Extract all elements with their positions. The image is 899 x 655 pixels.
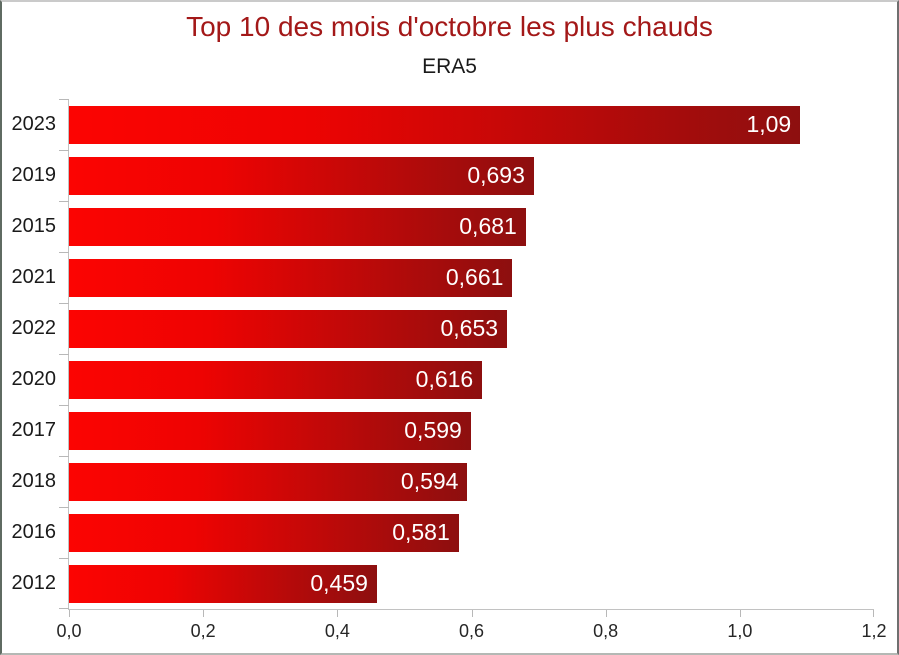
y-axis-tick xyxy=(59,507,69,508)
x-axis-tick xyxy=(69,610,70,617)
value-label: 0,594 xyxy=(400,468,459,494)
bar-row: 2018 0,594 xyxy=(12,456,874,507)
bar-2021: 0,661 xyxy=(69,258,513,297)
x-axis-tick-label: 0,4 xyxy=(324,621,350,641)
bar-2020: 0,616 xyxy=(69,360,483,399)
x-axis-tick-label: 1,2 xyxy=(861,621,887,641)
plot-area: 2023 1,09 2019 0,693 2015 0,681 2021 0,661 2022 0… xyxy=(12,99,887,641)
category-label: 2015 xyxy=(11,215,57,237)
bar-row: 2022 0,653 xyxy=(12,303,874,354)
value-label: 0,459 xyxy=(310,570,368,596)
value-label: 0,616 xyxy=(415,366,474,392)
bar-row: 2017 0,599 xyxy=(12,405,874,456)
bar-row: 2015 0,681 xyxy=(12,201,874,252)
value-label: 0,599 xyxy=(404,417,462,443)
bar-2015: 0,681 xyxy=(69,207,526,246)
y-axis-tick xyxy=(59,558,69,559)
bar-rows: 2023 1,09 2019 0,693 2015 0,681 2021 0,661 2022 0… xyxy=(12,99,874,609)
bar-row: 2020 0,616 xyxy=(12,354,874,405)
y-axis-tick xyxy=(59,201,69,202)
value-label: 0,693 xyxy=(467,162,525,188)
x-axis-tick-label: 0,2 xyxy=(190,621,216,641)
bar-row: 2023 1,09 xyxy=(12,99,874,150)
bar-2016: 0,581 xyxy=(69,513,459,552)
bar-2023: 1,09 xyxy=(69,105,801,144)
x-axis-tick xyxy=(471,610,473,617)
category-label: 2023 xyxy=(11,113,57,135)
bar-row: 2019 0,693 xyxy=(12,150,874,201)
y-axis-tick xyxy=(59,99,69,100)
x-axis-tick-label: 0,6 xyxy=(458,621,485,641)
value-label: 0,681 xyxy=(459,213,517,239)
bar-2018: 0,594 xyxy=(69,462,468,501)
category-label: 2017 xyxy=(11,419,57,441)
y-axis-tick xyxy=(59,354,69,355)
bar-row: 2016 0,581 xyxy=(12,507,874,558)
bar-2012: 0,459 xyxy=(69,564,377,603)
y-axis-tick xyxy=(59,456,69,457)
x-axis-tick xyxy=(203,610,205,617)
bar-2019: 0,693 xyxy=(69,156,534,195)
bar-row: 2021 0,661 xyxy=(12,252,874,303)
y-axis-tick xyxy=(59,252,69,253)
value-label: 0,661 xyxy=(445,264,504,290)
category-label: 2016 xyxy=(11,521,57,543)
category-label: 2012 xyxy=(11,572,57,594)
category-label: 2021 xyxy=(11,266,57,288)
category-label: 2022 xyxy=(11,317,57,339)
x-axis-tick-label: 0,8 xyxy=(593,621,619,641)
category-label: 2018 xyxy=(11,470,57,492)
bar-row: 2012 0,459 xyxy=(12,558,874,609)
y-axis-tick xyxy=(59,303,69,304)
x-axis-tick xyxy=(337,610,339,617)
chart-title: Top 10 des mois d'octobre les plus chaud… xyxy=(186,11,713,42)
x-axis-tick xyxy=(739,610,741,617)
bar-2017: 0,599 xyxy=(69,411,471,450)
x-axis-tick xyxy=(605,610,607,617)
category-label: 2019 xyxy=(11,164,57,186)
x-axis-tick-label: 1,0 xyxy=(727,621,753,641)
bar-2022: 0,653 xyxy=(69,309,508,348)
chart-subtitle: ERA5 xyxy=(422,55,477,78)
y-axis-tick xyxy=(59,608,69,609)
value-label: 0,581 xyxy=(392,519,450,545)
value-label: 1,09 xyxy=(746,111,792,137)
category-label: 2020 xyxy=(11,368,57,390)
y-axis-tick xyxy=(59,405,69,406)
value-label: 0,653 xyxy=(440,315,499,341)
x-axis-tick-label: 0,0 xyxy=(56,621,82,641)
x-axis-tick xyxy=(873,610,874,617)
y-axis-tick xyxy=(59,150,69,151)
